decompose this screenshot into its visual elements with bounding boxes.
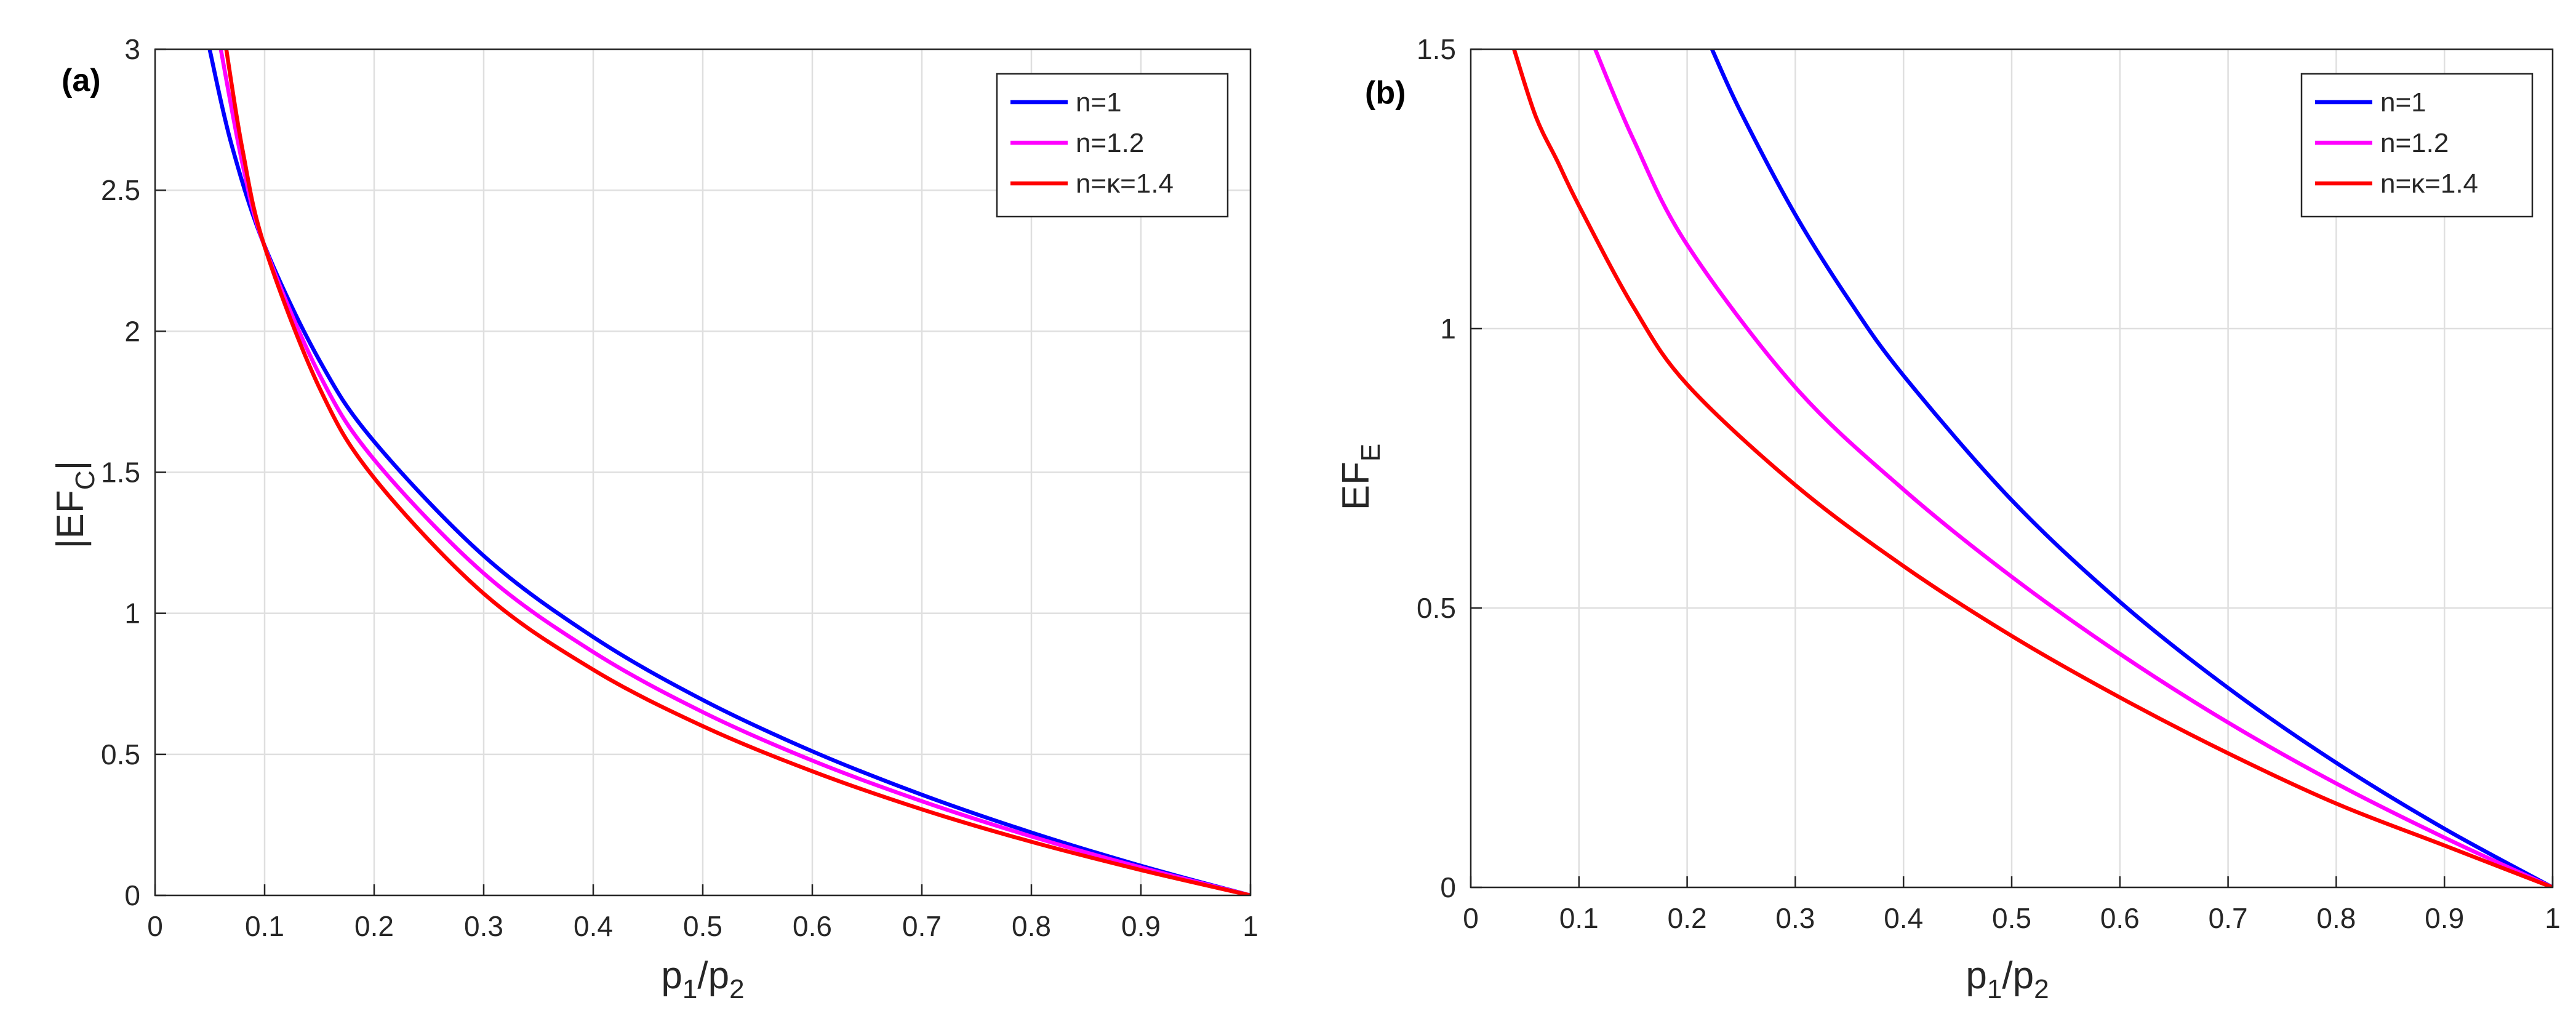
panel-a-ytick-label: 3 xyxy=(124,33,140,65)
panel-a-xtick-label: 1 xyxy=(1242,910,1258,942)
panel-a-xlabel-sub1: 1 xyxy=(682,974,697,1004)
panel-a-legend-label-1: n=1 xyxy=(1076,87,1122,118)
panel-b-xtick-label: 0.5 xyxy=(1992,902,2031,934)
panel-a-ytick-label: 2 xyxy=(124,315,140,347)
panel-a-ytick-label: 1.5 xyxy=(101,457,140,489)
panel-a-ylabel-tail: | xyxy=(49,460,92,470)
panel-a-xtick-label: 0.7 xyxy=(902,910,942,942)
panel-b-series-line-2 xyxy=(1593,49,2553,887)
panel-a: 0 0.1 0.2 0.3 0.4 0.5 0.6 0.7 0.8 0.9 1 0 0.5 1 1.5 2 2.… xyxy=(49,33,1258,1004)
panel-a-ylabel-sub: C xyxy=(70,470,100,490)
panel-a-xtick-label: 0.1 xyxy=(245,910,284,942)
panel-a-xtick-label: 0.2 xyxy=(354,910,394,942)
panel-b-legend: n=1 n=1.2 n=κ=1.4 xyxy=(2300,73,2534,218)
panel-b-xlabel-sub2: 2 xyxy=(2034,974,2049,1004)
panel-a-xtick-label: 0.9 xyxy=(1121,910,1161,942)
panel-b-ylabel-sub: E xyxy=(1356,444,1386,462)
panel-b-series xyxy=(1512,49,2553,887)
panel-a-ytick-label: 1 xyxy=(124,598,140,630)
panel-b-xtick-label: 0.1 xyxy=(1559,902,1599,934)
panel-a-xtick-label: 0.3 xyxy=(464,910,503,942)
panel-a-ticks: 0 0.1 0.2 0.3 0.4 0.5 0.6 0.7 0.8 0.9 1 0 0.5 1 1.5 2 2.… xyxy=(101,33,1258,942)
panel-a-xtick-label: 0.8 xyxy=(1012,910,1051,942)
panel-b-series-line-3 xyxy=(1512,49,2553,887)
panel-b-legend-label-1: n=1 xyxy=(2380,87,2426,118)
panel-b-xlabel-sub1: 1 xyxy=(1987,974,2002,1004)
panel-b-xtick-label: 0.7 xyxy=(2209,902,2248,934)
panel-b-ylabel: EFE xyxy=(1335,444,1386,511)
panel-a-xlabel-mid: /p xyxy=(697,954,729,997)
panel-a-label: (a) xyxy=(62,63,101,98)
panel-b-ytick-label: 1 xyxy=(1440,313,1456,345)
panel-b-ylabel-main: EF xyxy=(1335,462,1377,510)
panel-b: 0 0.1 0.2 0.3 0.4 0.5 0.6 0.7 0.8 0.9 1 0 0.5 1 1.5 (b… xyxy=(1335,33,2561,1004)
panel-a-xlabel: p1/p2 xyxy=(661,954,744,1004)
panel-a-xlabel-sub2: 2 xyxy=(729,974,744,1004)
panel-a-legend-label-3: n=κ=1.4 xyxy=(1076,169,1174,199)
panel-b-series-line-1 xyxy=(1710,49,2553,887)
panel-b-xtick-label: 0.4 xyxy=(1884,902,1923,934)
panel-a-legend-label-2: n=1.2 xyxy=(1076,128,1144,158)
panel-b-ytick-label: 0.5 xyxy=(1417,592,1456,624)
panel-b-xtick-label: 0.8 xyxy=(2316,902,2356,934)
panel-a-series-line-3 xyxy=(224,49,1250,895)
panel-b-legend-box xyxy=(2300,73,2534,218)
panel-b-legend-label-2: n=1.2 xyxy=(2380,128,2449,158)
panel-a-legend-box xyxy=(996,73,1229,218)
panel-a-ytick-label: 0.5 xyxy=(101,738,140,770)
panel-b-ticks: 0 0.1 0.2 0.3 0.4 0.5 0.6 0.7 0.8 0.9 1 0 0.5 1 1.5 xyxy=(1417,33,2561,934)
panel-a-ytick-label: 2.5 xyxy=(101,174,140,206)
panel-b-xtick-label: 1 xyxy=(2545,902,2561,934)
panel-b-xtick-label: 0.3 xyxy=(1775,902,1815,934)
panel-a-xtick-label: 0.5 xyxy=(683,910,722,942)
panel-b-xlabel: p1/p2 xyxy=(1966,954,2049,1004)
panel-a-xtick-label: 0.4 xyxy=(574,910,613,942)
panel-b-xlabel-main: p xyxy=(1966,954,1986,997)
panel-a-ytick-label: 0 xyxy=(124,879,140,911)
panel-b-ytick-label: 0 xyxy=(1440,871,1456,903)
panel-b-label: (b) xyxy=(1365,75,1406,111)
panel-b-xtick-label: 0.2 xyxy=(1668,902,1707,934)
panel-b-legend-label-3: n=κ=1.4 xyxy=(2380,169,2478,199)
panel-a-ylabel: |EFC| xyxy=(49,460,100,548)
panel-a-series xyxy=(207,49,1250,895)
panel-b-ytick-label: 1.5 xyxy=(1417,33,1456,65)
panel-b-xtick-label: 0.9 xyxy=(2425,902,2464,934)
panel-a-legend: n=1 n=1.2 n=κ=1.4 xyxy=(996,73,1229,218)
panel-b-xtick-label: 0.6 xyxy=(2100,902,2140,934)
panel-b-xtick-label: 0 xyxy=(1463,902,1479,934)
panel-a-xtick-label: 0 xyxy=(147,910,163,942)
panel-a-xlabel-main: p xyxy=(661,954,682,997)
panel-b-xlabel-mid: /p xyxy=(2002,954,2034,997)
panel-a-ylabel-main: |EF xyxy=(49,490,92,548)
panel-a-xtick-label: 0.6 xyxy=(793,910,832,942)
